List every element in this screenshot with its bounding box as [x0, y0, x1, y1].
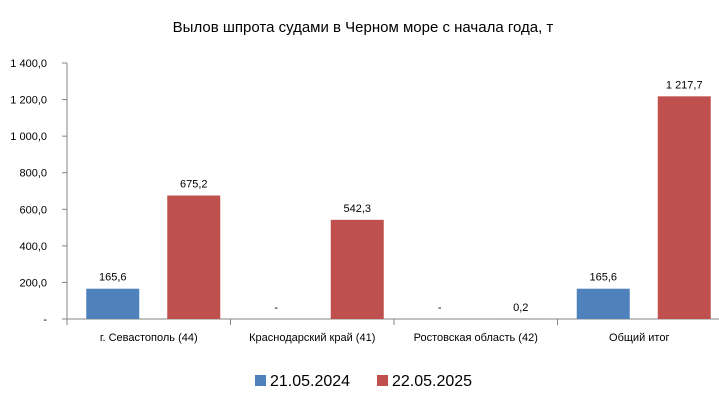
data-label: 675,2	[180, 179, 208, 191]
bar	[330, 219, 384, 319]
data-label: -	[274, 302, 278, 314]
data-label: 0,2	[513, 302, 528, 314]
data-label: 1 217,7	[666, 79, 703, 91]
bar	[86, 288, 140, 319]
y-tick-label: -	[43, 314, 47, 326]
y-tick-label: 600,0	[19, 204, 47, 216]
legend-label: 22.05.2025	[392, 373, 472, 390]
bar	[576, 288, 630, 319]
data-label: 542,3	[343, 203, 371, 215]
x-tick-label: г. Севастополь (44)	[100, 332, 198, 344]
y-tick-label: 1 400,0	[10, 58, 47, 70]
legend: 21.05.2024 22.05.2025	[255, 373, 472, 390]
bar	[657, 96, 711, 319]
data-labels: 165,6 - - 165,6 675,2 542,3 0,2 1 217,7	[99, 79, 703, 314]
bars	[86, 96, 711, 319]
x-tick-label: Ростовская область (42)	[414, 332, 538, 344]
bar	[167, 195, 221, 319]
x-tick-label: Общий итог	[609, 332, 669, 344]
x-tick-label: Краснодарский край (41)	[249, 332, 375, 344]
data-label: 165,6	[589, 272, 617, 284]
legend-swatch	[377, 375, 388, 386]
y-tick-label: 1 000,0	[10, 131, 47, 143]
y-tick-label: 400,0	[19, 241, 47, 253]
y-tick-label: 200,0	[19, 277, 47, 289]
y-tick-label: 1 200,0	[10, 95, 47, 107]
axes: - 200,0 400,0 600,0 800,0 1 000,0 1 200,0 1 400…	[10, 58, 719, 344]
data-label: 165,6	[99, 272, 127, 284]
data-label: -	[438, 302, 442, 314]
chart-title: Вылов шпрота судами в Черном море с нача…	[173, 19, 554, 36]
y-tick-label: 800,0	[19, 168, 47, 180]
legend-swatch	[255, 375, 266, 386]
legend-label: 21.05.2024	[270, 373, 350, 390]
